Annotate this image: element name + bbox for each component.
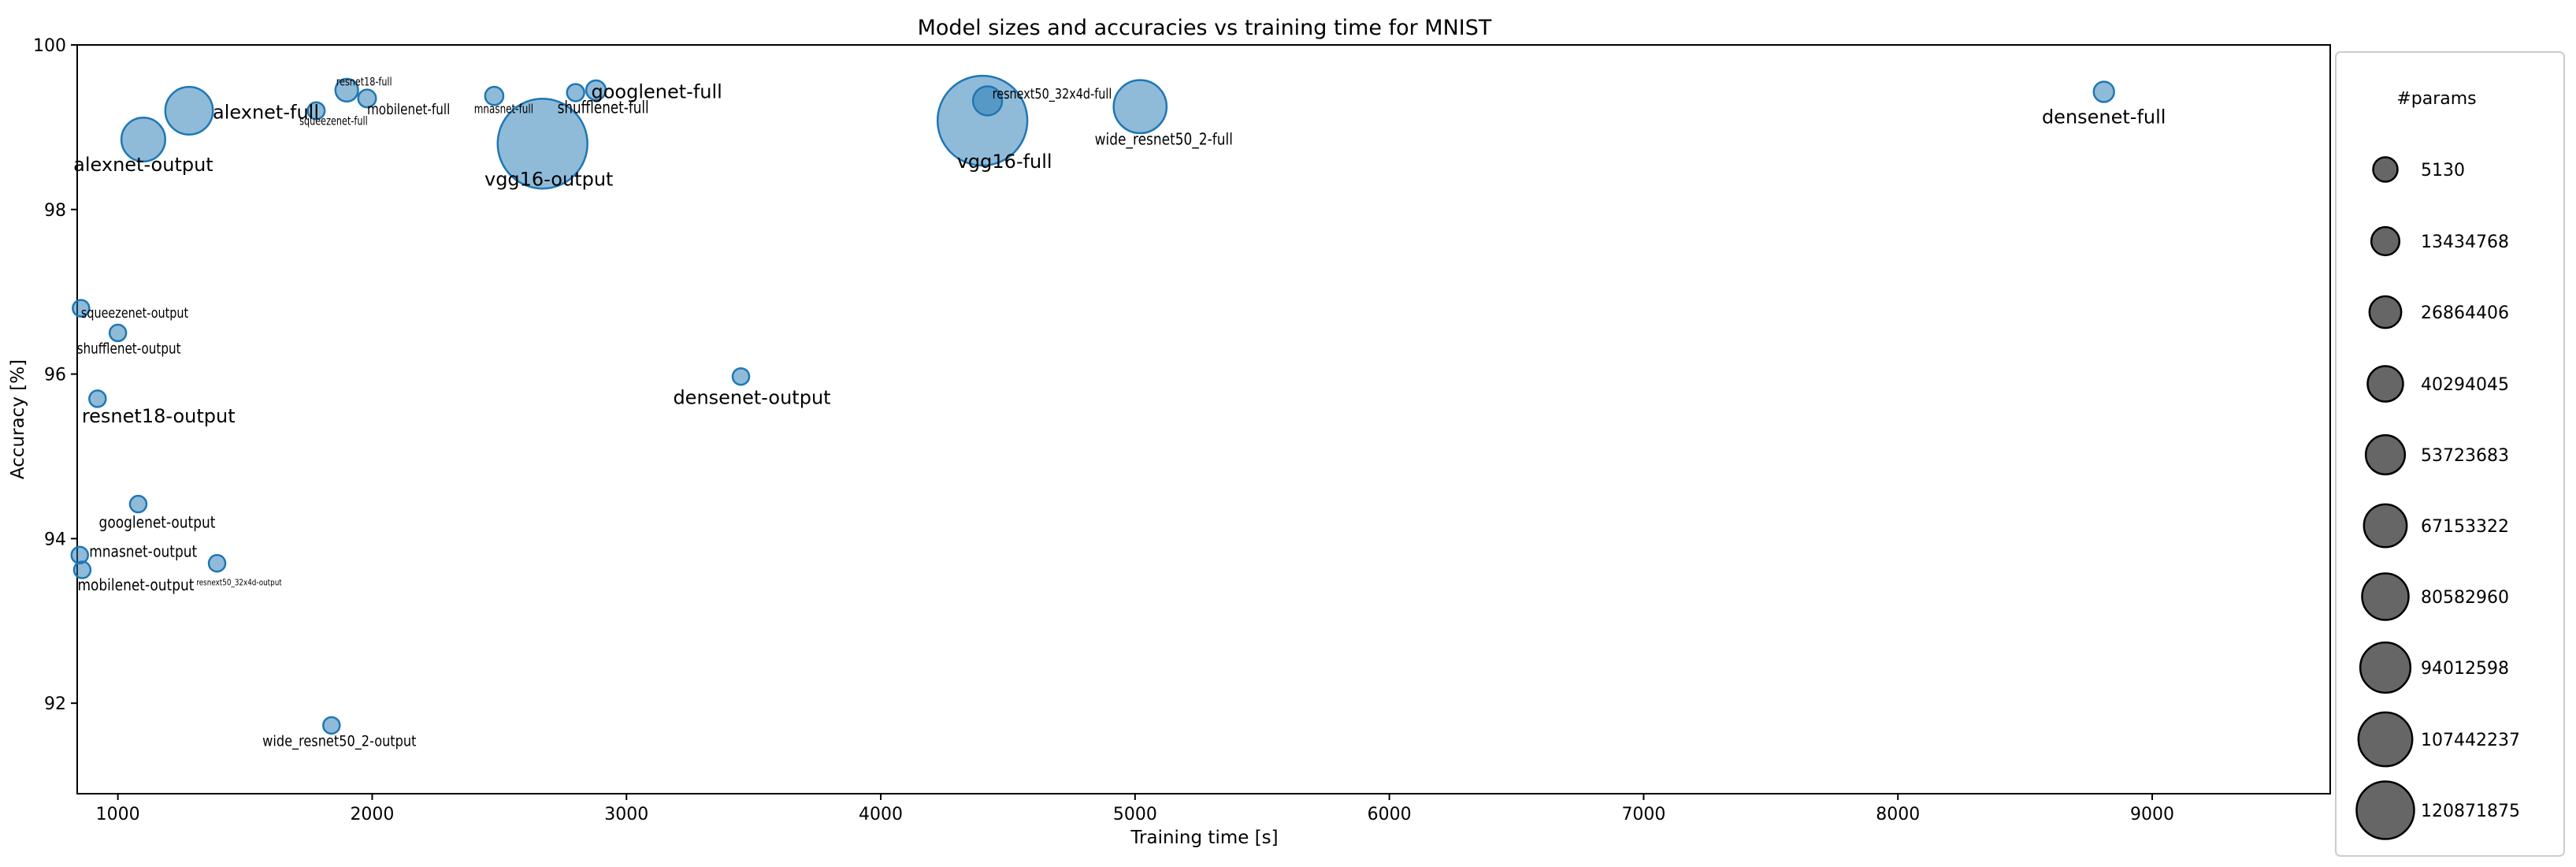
point-label: wide_resnet50_2-output	[262, 733, 416, 750]
points-layer	[70, 74, 2115, 735]
point-label: densenet-full	[2042, 106, 2166, 128]
x-axis-ticks: 1000 2000 3000 4000 5000 6000 7000 8000 9000	[96, 794, 2174, 824]
scatter-point	[70, 545, 89, 565]
point-label: densenet-output	[673, 387, 830, 409]
legend: #params 5130 13434768 26864406 40294045 5372…	[2335, 51, 2565, 857]
legend-size-marker	[2366, 365, 2404, 403]
y-tick-label: 98	[44, 201, 66, 221]
scatter-point	[971, 85, 1004, 117]
point-label: googlenet-full	[592, 80, 722, 102]
scatter-point	[585, 79, 607, 102]
legend-entry-label: 94012598	[2421, 659, 2509, 679]
x-tick-label: 9000	[2130, 805, 2174, 824]
point-label: wide_resnet50_2-full	[1095, 131, 1233, 149]
point-label: alexnet-output	[73, 154, 213, 176]
legend-entry-label: 26864406	[2421, 303, 2509, 323]
scatter-point	[120, 117, 166, 163]
scatter-point	[936, 74, 1029, 167]
legend-entry-label: 13434768	[2421, 233, 2509, 252]
legend-size-marker	[2359, 641, 2412, 694]
scatter-point	[2092, 80, 2115, 103]
legend-size-marker	[2364, 434, 2407, 476]
point-label: mobilenet-full	[367, 101, 450, 118]
scatter-point	[731, 367, 751, 386]
legend-entry-label: 67153322	[2421, 517, 2509, 537]
scatter-point	[72, 560, 92, 579]
point-label: vgg16-full	[957, 151, 1052, 173]
x-tick-label: 3000	[604, 805, 648, 824]
plot-area	[76, 44, 2331, 794]
y-tick-label: 96	[44, 366, 66, 385]
point-label: shufflenet-full	[558, 99, 649, 117]
legend-size-marker	[2368, 295, 2403, 329]
scatter-point	[496, 98, 588, 190]
y-axis-ticks: 92 94 96 98 100	[33, 36, 77, 714]
legend-size-marker	[2355, 780, 2415, 840]
scatter-point	[108, 323, 128, 343]
point-label: mnasnet-full	[474, 102, 533, 117]
scatter-point	[207, 553, 227, 573]
point-label: squeezenet-output	[81, 305, 188, 322]
x-tick-label: 6000	[1368, 805, 1412, 824]
legend-entry-label: 53723683	[2421, 446, 2509, 466]
point-label: resnext50_32x4d-output	[196, 579, 281, 588]
x-tick-label: 5000	[1113, 805, 1157, 824]
scatter-point	[334, 77, 359, 103]
legend-entry-label: 5130	[2421, 161, 2465, 180]
scatter-point	[566, 83, 585, 102]
scatter-point	[357, 88, 377, 109]
point-label: googlenet-output	[99, 514, 216, 532]
y-axis-label: Accuracy [%]	[8, 359, 28, 479]
scatter-point	[306, 101, 326, 121]
legend-entry-label: 80582960	[2421, 588, 2509, 608]
y-tick-label: 94	[44, 530, 66, 549]
x-tick-label: 1000	[96, 805, 140, 824]
scatter-point	[72, 299, 91, 318]
legend-size-marker	[2357, 711, 2414, 768]
point-label: resnext50_32x4d-full	[993, 85, 1112, 102]
scatter-point	[88, 389, 107, 408]
scatter-point	[484, 85, 505, 106]
legend-size-marker	[2363, 503, 2408, 549]
scatter-point	[128, 494, 148, 514]
legend-size-marker	[2370, 225, 2401, 257]
legend-entry-label: 120871875	[2421, 802, 2520, 821]
point-label: squeezenet-full	[299, 115, 368, 128]
y-tick-label: 100	[33, 36, 66, 56]
point-label: shufflenet-output	[77, 340, 181, 358]
plot-frame	[76, 44, 2331, 794]
y-tick-label: 92	[44, 694, 66, 714]
point-labels-layer: alexnet-full alexnet-output resnet18-full s…	[73, 75, 2166, 750]
point-label: resnet18-output	[82, 405, 236, 427]
point-label: vgg16-output	[484, 168, 613, 190]
scatter-point	[322, 716, 341, 735]
point-label: mnasnet-output	[89, 543, 197, 561]
scatter-point	[164, 86, 214, 136]
scatter-point	[1112, 79, 1168, 135]
legend-size-marker	[2361, 572, 2410, 621]
chart-title: Model sizes and accuracies vs training t…	[918, 16, 1492, 40]
x-tick-label: 4000	[859, 805, 903, 824]
legend-entries: 5130 13434768 26864406 40294045 53723683 6715…	[2355, 156, 2520, 840]
legend-entry-label: 40294045	[2421, 375, 2509, 395]
legend-entry-label: 107442237	[2421, 731, 2520, 750]
x-tick-label: 2000	[350, 805, 394, 824]
x-axis-label: Training time [s]	[1130, 828, 1278, 848]
x-tick-label: 8000	[1876, 805, 1920, 824]
point-label: resnet18-full	[336, 75, 392, 88]
legend-size-marker	[2372, 156, 2399, 183]
x-tick-label: 7000	[1621, 805, 1665, 824]
point-label: mobilenet-output	[77, 577, 194, 595]
legend-title: #params	[2396, 89, 2476, 109]
point-label: alexnet-full	[213, 102, 319, 124]
